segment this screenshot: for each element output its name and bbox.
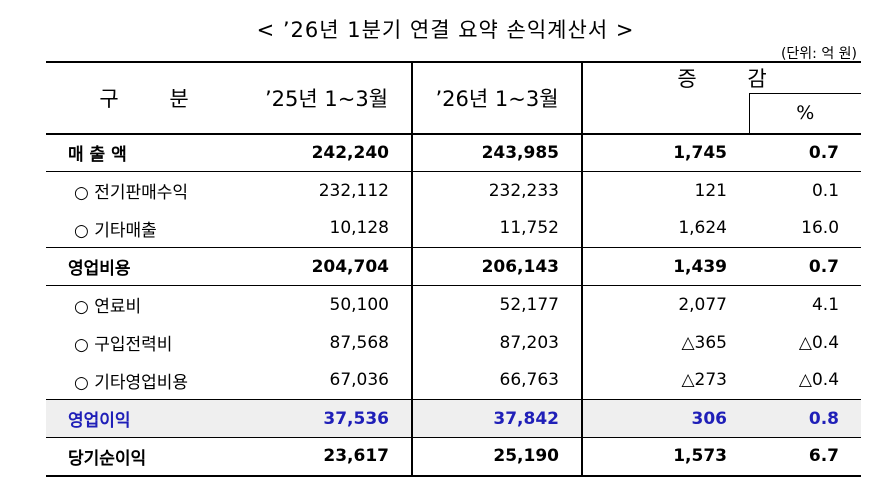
row-change: 1,624 [678, 218, 727, 239]
row-prev: 23,617 [242, 437, 412, 477]
row-curr: 243,985 [411, 132, 583, 172]
row-change: △365 [681, 332, 727, 353]
row-curr: 52,177 [411, 285, 583, 324]
table-row-electricity-sales: ○ 전기판매수익 232,112 232,233 121 0.1 [46, 171, 862, 210]
row-label: 매 출 액 [46, 132, 242, 172]
row-change: 121 [582, 171, 749, 210]
table-row-operating-income: 영업이익 37,536 37,842 306 0.8 [46, 399, 862, 438]
page-title: < ’26년 1분기 연결 요약 손익계산서 > [256, 18, 635, 42]
row-prev: 37,536 [242, 399, 412, 438]
table-row-purchased-power: ○ 구입전력비 87,568 87,203 △365 △0.4 [46, 323, 861, 362]
row-prev: 242,240 [242, 132, 412, 172]
row-prev: 232,112 [242, 171, 412, 210]
row-label: ○ 기타매출 [74, 220, 157, 241]
row-curr: 11,752 [411, 209, 583, 248]
row-label: ○ 구입전력비 [74, 335, 173, 355]
row-pct: △0.4 [798, 370, 840, 391]
row-prev: 67,036 [329, 370, 389, 391]
row-pct: 0.8 [749, 399, 862, 438]
row-prev: 87,568 [329, 332, 389, 353]
header-curr-period: ’26년 1~3월 [411, 61, 583, 134]
header-change-amount [582, 94, 749, 134]
row-label: ○ 기타영업비용 [74, 372, 189, 393]
table-row-revenue: 매 출 액 242,240 243,985 1,745 0.7 [46, 132, 862, 172]
row-change: 306 [582, 399, 749, 438]
row-prev: 50,100 [242, 285, 412, 324]
table-row-operating-expenses: 영업비용 204,704 206,143 1,439 0.7 [46, 247, 862, 286]
row-change: 2,077 [582, 285, 749, 324]
header-change: 증 감 [582, 61, 862, 94]
row-change: △273 [681, 370, 727, 391]
row-curr: 37,842 [411, 399, 583, 438]
header-prev-period: ’25년 1~3월 [242, 61, 412, 134]
table-row-other-operating: ○ 기타영업비용 67,036 66,763 △273 △0.4 [46, 361, 861, 400]
row-curr: 66,763 [411, 361, 583, 400]
row-pct: 6.7 [749, 437, 862, 477]
header-category: 구 분 [46, 61, 242, 134]
row-pct: 0.7 [749, 247, 862, 286]
table-row-fuel-cost: ○ 연료비 50,100 52,177 2,077 4.1 [46, 285, 862, 324]
header-row: 구 분 ’25년 1~3월 ’26년 1~3월 증 감 [46, 61, 862, 134]
row-curr: 206,143 [411, 247, 583, 286]
table-row-other-sales: ○ 기타매출 10,128 11,752 1,624 16.0 [46, 209, 861, 248]
row-change: 1,745 [582, 132, 749, 172]
row-change: 1,439 [582, 247, 749, 286]
row-pct: △0.4 [798, 332, 840, 353]
row-pct: 16.0 [801, 218, 840, 239]
row-label: 영업비용 [46, 247, 242, 286]
row-prev: 10,128 [329, 218, 389, 239]
row-label: ○ 연료비 [46, 285, 242, 324]
table-row-net-income: 당기순이익 23,617 25,190 1,573 6.7 [46, 437, 862, 477]
row-label: 당기순이익 [46, 437, 242, 477]
row-label: ○ 전기판매수익 [46, 171, 242, 210]
row-pct: 0.7 [749, 132, 862, 172]
row-curr: 25,190 [411, 437, 583, 477]
row-pct: 0.1 [749, 171, 862, 210]
row-curr: 232,233 [411, 171, 583, 210]
income-statement-table: 구 분 ’25년 1~3월 ’26년 1~3월 증 감 % 매 출 액 242,… [46, 61, 862, 477]
row-pct: 4.1 [749, 285, 862, 324]
unit-label: (단위: 억 원) [780, 46, 857, 62]
header-pct: % [748, 93, 862, 134]
row-prev: 204,704 [242, 247, 412, 286]
header-subrow: % [46, 93, 862, 134]
row-curr: 87,203 [411, 323, 583, 362]
row-change: 1,573 [582, 437, 749, 477]
row-label: 영업이익 [46, 399, 242, 438]
